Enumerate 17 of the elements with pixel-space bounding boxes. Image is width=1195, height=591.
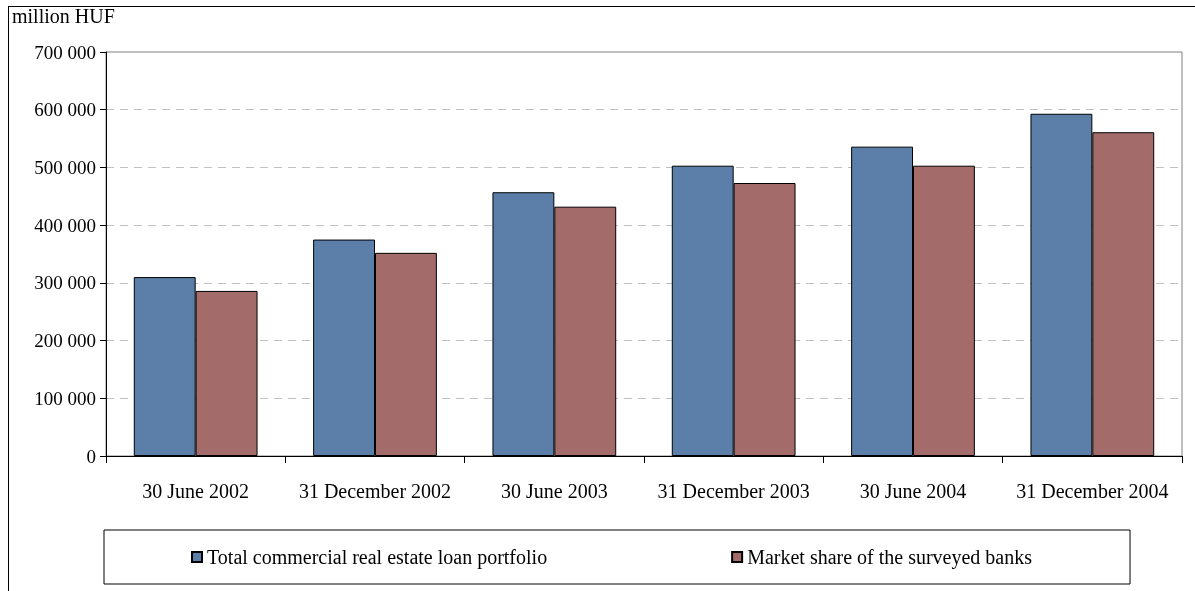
y-tick-label: 0 <box>86 445 96 467</box>
y-tick-label: 400 000 <box>34 214 96 236</box>
x-tick-label: 30 June 2002 <box>142 480 249 502</box>
x-tick-label: 31 December 2004 <box>1016 480 1169 502</box>
legend-label: Market share of the surveyed banks <box>747 546 1033 569</box>
x-tick-label: 31 December 2002 <box>298 480 452 502</box>
x-tick-label: 31 December 2003 <box>657 480 810 502</box>
x-tick-label: 30 June 2004 <box>859 480 967 502</box>
y-tick-label: 700 000 <box>34 41 96 63</box>
legend-label: Total commercial real estate loan portfolio <box>207 546 548 569</box>
y-tick-label: 300 000 <box>34 272 96 294</box>
y-tick-label: 100 000 <box>34 387 96 409</box>
y-axis-title: million HUF <box>12 5 115 27</box>
y-tick-label: 500 000 <box>34 156 96 178</box>
x-tick-label: 30 June 2003 <box>501 480 608 502</box>
y-tick-label: 200 000 <box>34 330 96 352</box>
y-tick-label: 600 000 <box>34 99 96 121</box>
